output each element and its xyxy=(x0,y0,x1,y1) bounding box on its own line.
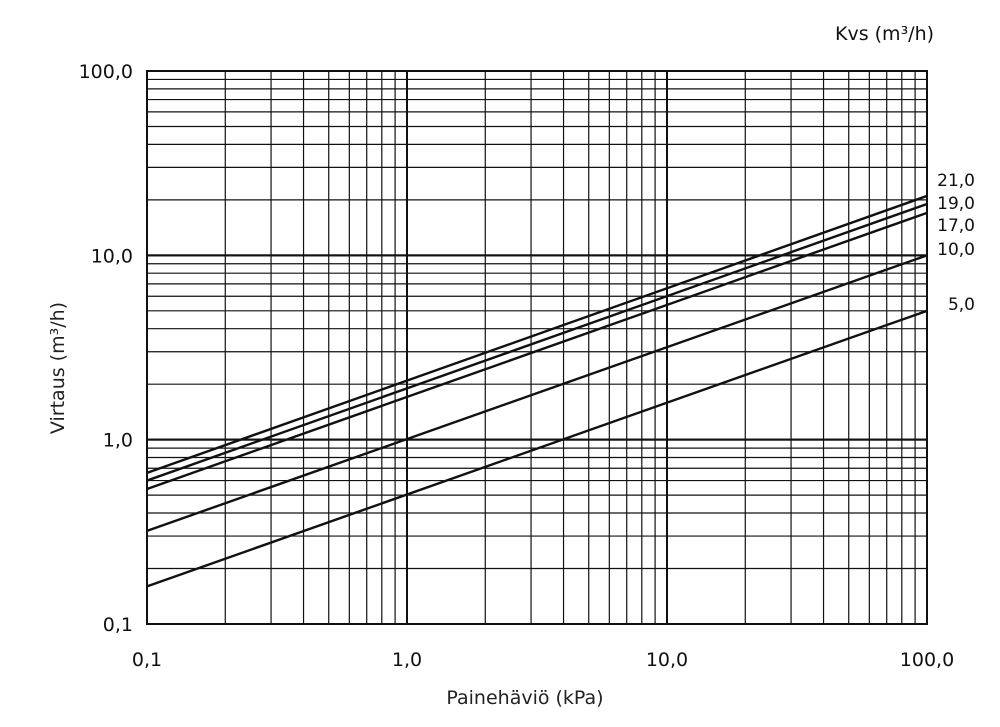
series-label: 21,0 xyxy=(937,171,975,191)
y-tick-labels: 0,1 1,0 10,0 100,0 xyxy=(79,61,133,636)
x-tick-labels: 0,1 1,0 10,0 100,0 xyxy=(132,649,954,671)
series-line xyxy=(146,202,928,482)
series-label: 5,0 xyxy=(948,295,975,315)
y-tick-label: 0,1 xyxy=(103,614,133,636)
x-tick-label: 1,0 xyxy=(392,649,422,671)
x-tick-label: 0,1 xyxy=(132,649,162,671)
x-axis-label: Painehäviö (kPa) xyxy=(446,687,603,709)
series-line xyxy=(146,254,928,533)
legend-title: Kvs (m³/h) xyxy=(835,23,934,45)
plot-frame xyxy=(146,70,928,625)
y-tick-label: 100,0 xyxy=(79,61,133,83)
series-labels: 21,0 19,017,0 10,0 5,0 xyxy=(937,171,975,315)
x-tick-label: 10,0 xyxy=(646,649,688,671)
series-line xyxy=(146,194,928,475)
series-lines xyxy=(146,194,928,588)
y-axis-label: Virtaus (m³/h) xyxy=(47,302,69,434)
x-tick-label: 100,0 xyxy=(900,649,954,671)
y-tick-label: 10,0 xyxy=(91,245,133,267)
series-label: 10,0 xyxy=(937,240,975,260)
series-line xyxy=(146,309,928,588)
series-line xyxy=(146,211,928,491)
series-label: 17,0 xyxy=(937,216,975,236)
y-tick-label: 1,0 xyxy=(103,430,133,452)
series-label: 19,0 xyxy=(937,194,975,214)
grid xyxy=(146,70,928,625)
